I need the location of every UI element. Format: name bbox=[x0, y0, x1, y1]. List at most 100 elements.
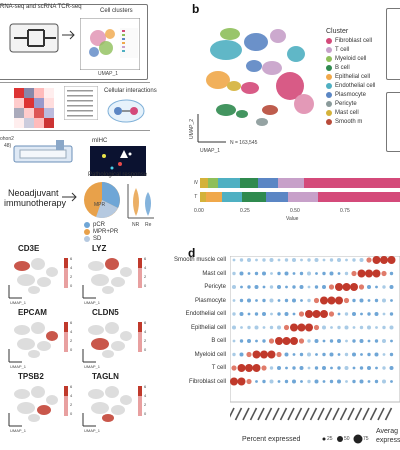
dotplot-dot bbox=[284, 352, 289, 357]
dotplot-dot bbox=[322, 285, 326, 289]
dotplot-dot bbox=[269, 258, 274, 262]
gene-umap-x-label: UMAP_1 bbox=[84, 300, 101, 305]
response-pie-chart bbox=[84, 182, 120, 218]
dotplot-dot bbox=[305, 310, 313, 318]
color-scale-tick: 2 bbox=[70, 274, 73, 279]
dotplot-frame bbox=[230, 256, 400, 403]
dotplot-dot bbox=[381, 270, 387, 277]
color-scale-tick: 6 bbox=[144, 384, 147, 389]
cluster-legend-item: T cell bbox=[326, 47, 349, 53]
dotplot-dot bbox=[337, 353, 341, 356]
dotplot-dot bbox=[313, 297, 320, 304]
dotplot-dot bbox=[307, 339, 311, 343]
dotplot-dot bbox=[240, 285, 243, 289]
dotplot-dot bbox=[367, 352, 371, 357]
dotplot-dot bbox=[315, 272, 318, 275]
dotplot-dot bbox=[254, 271, 259, 276]
dotplot-gene-label-mark bbox=[302, 407, 310, 421]
umap-cluster-blob bbox=[37, 405, 51, 415]
dotplot-dot bbox=[292, 298, 296, 303]
dotplot-dot bbox=[255, 339, 258, 343]
gene-umap-tpsb2 bbox=[8, 386, 68, 427]
dotplot-dot bbox=[252, 364, 261, 372]
dotplot-row-label: B cell bbox=[211, 338, 226, 344]
dotplot-dot bbox=[352, 379, 356, 384]
dotplot-dot bbox=[367, 366, 371, 370]
legend-swatch bbox=[326, 56, 332, 62]
gene-umap-cldn5 bbox=[82, 322, 142, 363]
bar-row-n: N bbox=[194, 180, 198, 186]
legend-label: T cell bbox=[335, 47, 350, 53]
legend-swatch bbox=[326, 119, 332, 125]
color-scale-tick: 2 bbox=[144, 402, 147, 407]
dotplot-dot bbox=[314, 339, 319, 343]
mihc-image bbox=[90, 146, 146, 176]
color-scale-tick: 6 bbox=[70, 384, 73, 389]
dotplot-dot bbox=[390, 380, 393, 383]
dotplot-dot bbox=[299, 271, 304, 276]
cluster-legend-item: Endothelial cell bbox=[326, 83, 375, 89]
umap-cluster-blob bbox=[105, 322, 119, 334]
umap-cluster-blob bbox=[105, 258, 119, 270]
pie-legend-mpr: MPR+PR bbox=[84, 229, 118, 235]
dotplot-dot bbox=[389, 352, 394, 357]
dotplot-dot bbox=[277, 258, 281, 262]
cluster-legend-item: Smooth m bbox=[326, 119, 362, 125]
dotplot-dot bbox=[345, 258, 348, 262]
dotplot-dot bbox=[275, 337, 283, 345]
dotplot-gene-label-mark bbox=[317, 407, 325, 421]
legend-swatch bbox=[326, 92, 332, 98]
dotplot-row-label: T cell bbox=[211, 365, 226, 371]
dotplot-dot bbox=[292, 272, 296, 275]
multiplex-label-1: ohon2 bbox=[0, 136, 14, 142]
legend-swatch bbox=[326, 47, 332, 53]
dotplot-dot bbox=[365, 269, 373, 278]
dotplot-dot bbox=[269, 285, 274, 289]
color-scale-tick: 6 bbox=[70, 256, 73, 261]
gene-umap-x-label: UMAP_1 bbox=[10, 364, 27, 369]
legend-swatch bbox=[326, 110, 332, 116]
bar-tick-0: 0.00 bbox=[194, 208, 204, 214]
dotplot-dot bbox=[375, 366, 378, 370]
dotplot-dot bbox=[389, 312, 394, 316]
dotplot-dot bbox=[344, 325, 349, 330]
bar-x-label: Value bbox=[286, 216, 299, 222]
dotplot-dot bbox=[254, 312, 259, 316]
umap-cluster-blob bbox=[105, 386, 119, 398]
color-scale-bar bbox=[64, 258, 68, 288]
dotplot-dot bbox=[262, 379, 266, 384]
dotplot-dot bbox=[307, 285, 311, 289]
color-scale-tick: 6 bbox=[70, 320, 73, 325]
gene-umap-cd3e bbox=[8, 258, 68, 299]
dotplot-dot bbox=[230, 377, 238, 386]
color-scale-bar bbox=[138, 386, 142, 416]
dotplot-dot bbox=[314, 379, 319, 384]
umap-cluster-blob bbox=[91, 274, 109, 286]
dotplot-dot bbox=[380, 256, 388, 264]
color-scale-bar bbox=[64, 322, 68, 352]
dotplot-row-label: Myeloid cell bbox=[194, 351, 226, 358]
dotplot-dot bbox=[262, 285, 266, 289]
dotplot-dot bbox=[374, 298, 379, 303]
dotplot-dot bbox=[239, 339, 244, 343]
dotplot-dot bbox=[328, 311, 335, 317]
dotplot-dot bbox=[322, 271, 326, 276]
dotplot-gene-labels bbox=[230, 407, 393, 421]
dotplot-dot bbox=[292, 312, 296, 316]
umap-cluster-blob bbox=[37, 341, 51, 351]
legend-label: B cell bbox=[335, 65, 350, 71]
dotplot-dot bbox=[335, 283, 343, 291]
dotplot-dot bbox=[267, 350, 276, 359]
dotplot-dot bbox=[262, 326, 266, 329]
dotplot-dot bbox=[277, 271, 281, 276]
dotplot-gene-label-mark bbox=[279, 407, 288, 421]
dotplot-dot bbox=[322, 366, 326, 370]
dotplot-dot bbox=[239, 258, 244, 262]
panel-d-label: d bbox=[188, 246, 196, 260]
rna-seq-title: RNA-seq and scRNA TCR-seq bbox=[0, 4, 82, 10]
dotplot bbox=[230, 256, 400, 403]
umap-cluster-blob bbox=[111, 277, 125, 287]
dotplot-dot bbox=[335, 296, 343, 305]
dotplot-gene-label-mark bbox=[347, 407, 355, 421]
dotplot-dot bbox=[247, 298, 251, 303]
